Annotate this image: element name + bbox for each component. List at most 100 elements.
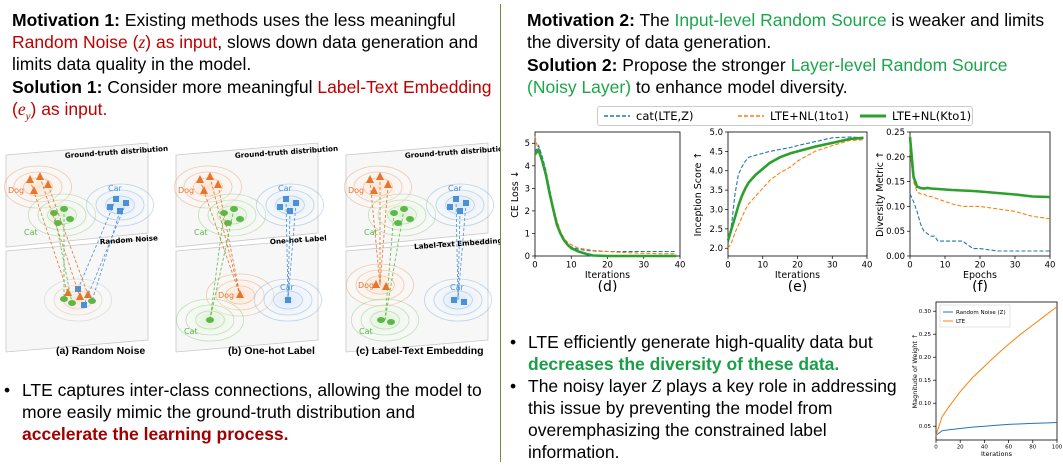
- dog-input-cluster-ring: [365, 275, 395, 295]
- chart-caption: (d): [598, 279, 618, 292]
- right-bullet-2-text-b: plays a key role in addressing this issu…: [528, 376, 897, 462]
- y-axis-label: CE Loss ↓: [510, 170, 521, 217]
- cat-input-marker: [377, 317, 385, 323]
- series-line-2: [935, 306, 1058, 436]
- solution-2-text-a: Propose the stronger: [617, 55, 791, 75]
- ce-loss-chart: 0 10 20 30 40 0 1 2 3 4 5 Iterations CE Loss ↓ (d): [510, 131, 686, 292]
- solution-2-text: Solution 2: Propose the stronger Layer-l…: [527, 54, 1047, 98]
- x-axis-label: Iterations: [585, 270, 630, 281]
- x-tick-label: 0: [934, 445, 938, 451]
- cat-input-cluster-ring: [360, 304, 410, 336]
- cat-mapping-line: [384, 212, 395, 321]
- solution-1-label: Solution 1:: [12, 77, 103, 97]
- y-tick-label: 4: [525, 162, 530, 172]
- x-tick-label: 0: [725, 261, 730, 271]
- y-tick-label: 0.05: [919, 424, 932, 430]
- weight-magnitude-chart: 0 20 40 60 80 100 0.05 0.10 0.15 0.20 0.25 0.30 Iter…: [911, 301, 1063, 458]
- motivation-1-text-a: Existing methods uses the less meaningfu…: [119, 10, 456, 30]
- y-tick-label: 4.5: [709, 147, 723, 157]
- y-tick-label: 2: [525, 207, 530, 217]
- x-tick-label: 20: [602, 261, 613, 271]
- cat-input-marker: [387, 319, 395, 325]
- dog-input-label: Dog: [218, 291, 234, 300]
- car-cluster-ring: [86, 183, 154, 227]
- cat-marker: [66, 216, 74, 222]
- left-bullet: LTE captures inter-class connections, al…: [4, 379, 496, 445]
- car-cluster-ring: [426, 183, 494, 227]
- x-tick-label: 20: [792, 261, 803, 271]
- y-tick-label: 0.15: [886, 178, 905, 188]
- car-marker: [107, 204, 113, 210]
- car-input-marker: [461, 299, 467, 305]
- x-tick-label: 20: [957, 445, 964, 451]
- x-tick-label: 40: [862, 261, 873, 271]
- y-tick-label: 0.20: [886, 153, 905, 163]
- panel-c-caption: (c) Label-Text Embedding: [356, 345, 484, 357]
- random-noise-text: Random Noise (: [12, 32, 139, 52]
- x-tick-label: 0: [532, 261, 537, 271]
- cat-label: Cat: [364, 228, 378, 237]
- right-bullet-1-text: LTE efficiently generate high-quality da…: [528, 332, 873, 352]
- dog-label: Dog: [8, 186, 24, 195]
- motivation-2-text-a: The: [634, 10, 675, 30]
- y-tick-label: 0.10: [919, 401, 932, 407]
- car-cluster-glow: [86, 181, 154, 229]
- x-axis-label: Iterations: [775, 270, 820, 281]
- right-bullet-2-text-a: The noisy layer: [528, 376, 652, 396]
- legend-item-1: cat(LTE,Z): [636, 109, 694, 123]
- dog-mapping-line: [369, 179, 381, 286]
- plot-frame: [935, 301, 1058, 441]
- car-mapping-line: [455, 198, 459, 301]
- y-tick-label: 4.0: [709, 167, 723, 177]
- dog-marker: [384, 180, 392, 188]
- car-cluster-ring: [265, 189, 315, 221]
- chart-caption: (e): [788, 279, 808, 292]
- y-tick-label: 0.30: [919, 309, 932, 315]
- x-axis-label: Iterations: [981, 450, 1013, 458]
- dog-marker: [44, 180, 52, 188]
- y-axis-label: Inception Score ↑: [693, 152, 704, 237]
- x-tick-label: 40: [981, 445, 988, 451]
- inner-legend-label: Random Noise (Z): [956, 310, 1006, 316]
- mapping-line: [47, 184, 89, 296]
- noise-cluster-ring: [44, 278, 112, 322]
- right-bullet-1-highlight: decreases the diversity of these data.: [528, 354, 840, 374]
- x-tick-label: 20: [975, 261, 986, 271]
- series-line-1: [534, 144, 677, 253]
- cat-marker: [406, 216, 414, 222]
- y-tick-label: 0.25: [919, 332, 932, 338]
- input-type-label: Random Noise: [99, 233, 158, 246]
- cat-input-cluster-ring: [370, 310, 400, 330]
- x-tick-label: 40: [675, 261, 686, 271]
- mapping-line: [77, 198, 117, 290]
- dog-marker: [196, 175, 204, 183]
- cat-mapping-line: [384, 208, 405, 321]
- y-tick-label: 0.20: [919, 355, 932, 361]
- y-tick-label: 2.0: [709, 244, 723, 254]
- dog-label: Dog: [348, 186, 364, 195]
- cat-marker: [236, 216, 244, 222]
- mapping-line: [83, 202, 127, 306]
- car-marker: [277, 204, 283, 210]
- lte-end: ) as input.: [30, 99, 108, 119]
- y-tick-label: 3.0: [709, 205, 723, 215]
- legend-item-2: LTE+NL(1to1): [770, 109, 849, 123]
- cat-input-label: Cat: [359, 327, 373, 336]
- series-line-1: [935, 422, 1058, 436]
- lte-sub: y: [25, 110, 31, 123]
- series-line-1: [909, 193, 1050, 252]
- right-bullet-1: LTE efficiently generate high-quality da…: [510, 331, 905, 375]
- car-input-cluster-ring: [424, 278, 492, 322]
- y-tick-label: 0: [525, 252, 530, 262]
- motivation-1-text-b: , slows down data generation and limits …: [12, 32, 478, 74]
- lte-phrase: Label-Text Embedding (ey) as input.: [12, 77, 492, 123]
- random-noise-var: z: [138, 32, 146, 52]
- car-input-label: Car: [450, 283, 464, 292]
- x-tick-label: 60: [1005, 445, 1012, 451]
- car-mapping-line: [457, 202, 467, 301]
- plot-frame: [909, 131, 1051, 257]
- x-tick-label: 80: [1029, 445, 1036, 451]
- motivation-2-text-b: is weaker and limits the diversity of da…: [527, 10, 1045, 52]
